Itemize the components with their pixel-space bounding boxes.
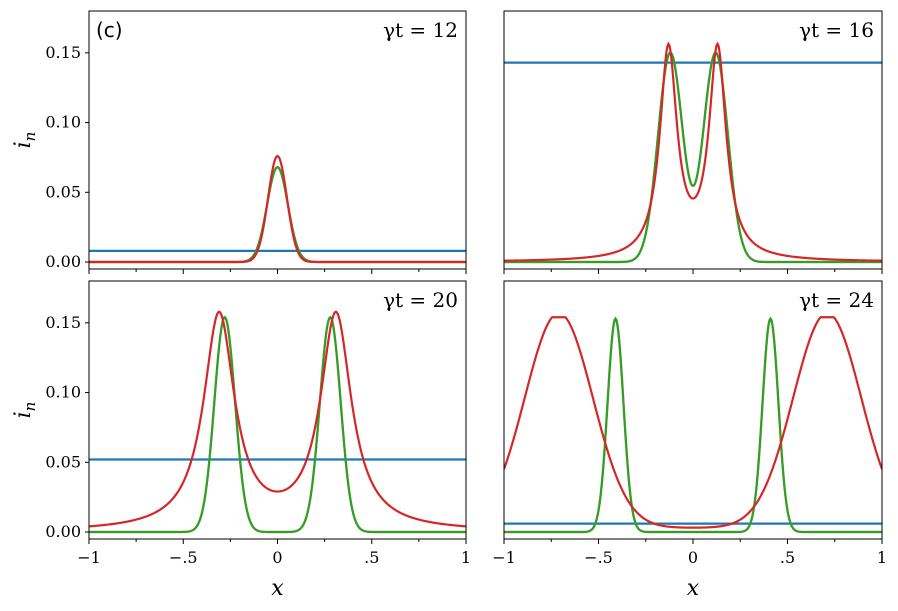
series-orange-line <box>89 315 466 534</box>
panel-1: 0.00 0.05 0.10 0.15 γt = 12 in (c) <box>11 10 467 274</box>
x-tick-label: 0 <box>688 548 698 567</box>
series-orange-line <box>504 51 882 264</box>
panel-3: 0.00 0.05 0.10 0.15 −1 −.5 0 .5 1 γt = 20 in x <box>11 280 471 601</box>
series-red-line <box>89 154 466 264</box>
series-green-line <box>89 165 466 264</box>
axes-frame <box>503 10 883 270</box>
x-axis-label: x <box>271 576 284 601</box>
series-orange-line <box>504 316 882 534</box>
panel-tag: (c) <box>96 18 123 42</box>
x-tick-label: −.5 <box>584 548 613 567</box>
x-tick-label: −1 <box>77 548 101 567</box>
y-tick-label: 0.10 <box>45 383 81 402</box>
x-tick-label: 1 <box>877 548 887 567</box>
x-tick-label: −.5 <box>169 548 198 567</box>
panel-annotation: γt = 20 <box>383 288 458 312</box>
axes-frame <box>88 280 467 540</box>
series-red-line <box>504 41 882 262</box>
x-axis-label: x <box>687 576 700 601</box>
y-tick-label: 0.15 <box>45 43 81 62</box>
axes-frame <box>88 10 467 270</box>
x-tick-label: .5 <box>364 548 379 567</box>
y-tick-label: 0.15 <box>45 313 81 332</box>
y-tick-label: 0.00 <box>45 252 81 271</box>
panel-4: −1 −.5 0 .5 1 γt = 24 x <box>492 280 887 601</box>
series-green-line <box>504 316 882 534</box>
panel-annotation: γt = 24 <box>799 288 874 312</box>
x-tick-label: −1 <box>492 548 516 567</box>
series-orange-line <box>89 165 466 264</box>
panel-2: γt = 16 <box>503 10 883 274</box>
series-red-line <box>89 310 466 528</box>
y-tick-label: 0.05 <box>45 182 81 201</box>
series-green-line <box>504 51 882 264</box>
y-tick-label: 0.10 <box>45 113 81 132</box>
x-tick-label: 1 <box>461 548 471 567</box>
y-tick-label: 0.00 <box>45 522 81 541</box>
series-red-line <box>504 316 882 529</box>
y-axis-label: in <box>11 402 39 419</box>
y-axis-label: in <box>11 132 39 149</box>
x-tick-label: 0 <box>272 548 282 567</box>
panel-annotation: γt = 16 <box>799 18 874 42</box>
series-green-line <box>89 315 466 534</box>
panel-annotation: γt = 12 <box>383 18 458 42</box>
x-tick-label: .5 <box>780 548 795 567</box>
y-tick-label: 0.05 <box>45 452 81 471</box>
axes-frame <box>503 280 883 540</box>
